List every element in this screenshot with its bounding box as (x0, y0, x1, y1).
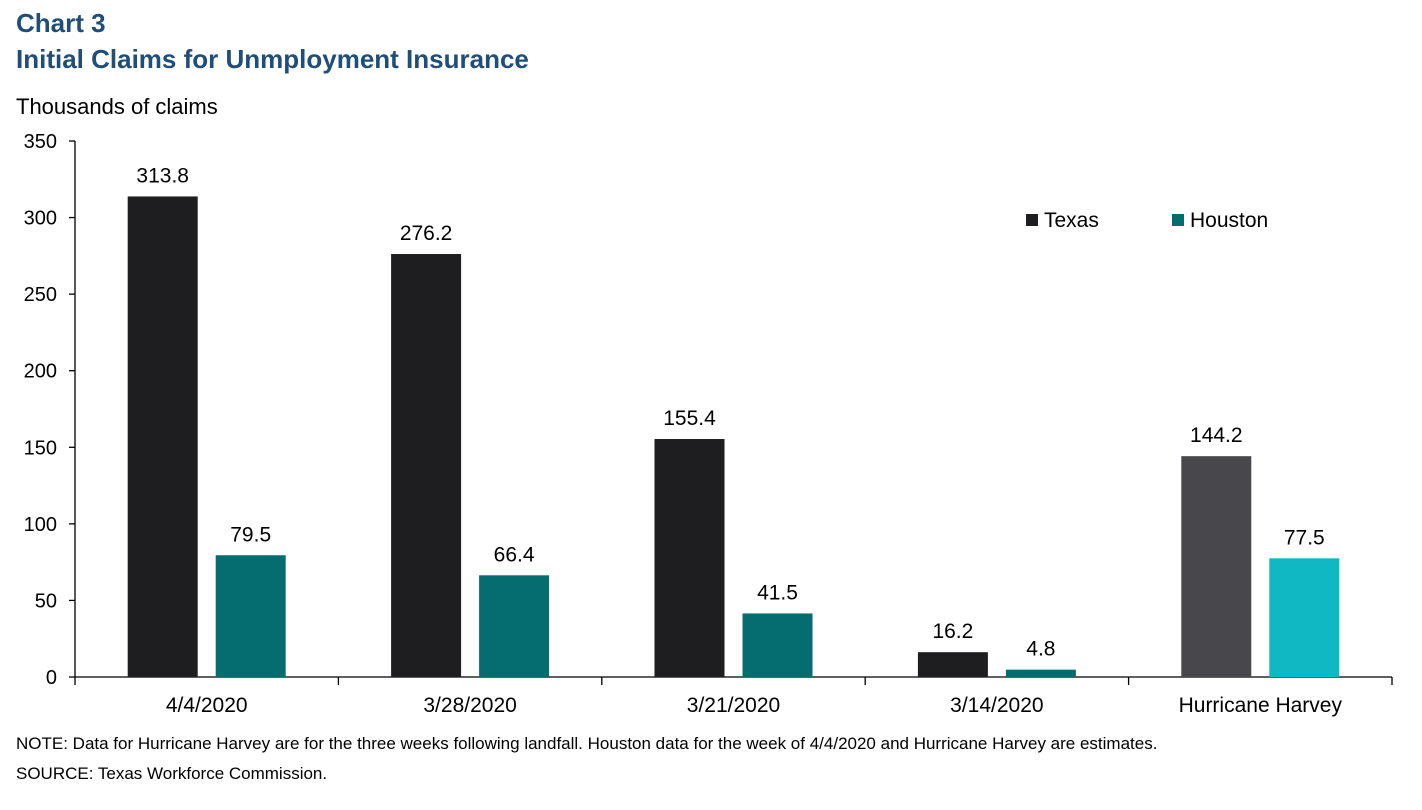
chart-number: Chart 3 (16, 8, 106, 38)
data-label-houston: 66.4 (494, 543, 535, 566)
data-label-houston: 77.5 (1284, 526, 1325, 549)
y-tick-label: 250 (24, 284, 57, 306)
bar-houston (742, 613, 813, 677)
x-category-label: 3/21/2020 (687, 694, 780, 717)
legend-swatch-texas (1026, 214, 1038, 226)
data-label-texas: 313.8 (136, 164, 189, 187)
y-tick-label: 0 (46, 667, 57, 689)
bar-texas (127, 196, 198, 677)
x-category-label: 3/28/2020 (423, 694, 516, 717)
bar-chart: 0 50 100 150 200 250 300 350 4/4/2020 313.8 79.5 3/… (24, 131, 1393, 717)
data-label-texas: 16.2 (932, 620, 973, 643)
legend-label-houston: Houston (1190, 209, 1268, 232)
y-tick-label: 200 (24, 361, 57, 383)
bar-texas (1181, 456, 1252, 677)
bar-texas (391, 254, 462, 678)
bar-houston (215, 555, 286, 677)
y-axis-unit-label: Thousands of claims (16, 94, 218, 119)
y-tick-label: 50 (35, 590, 57, 612)
legend-swatch-houston (1172, 214, 1184, 226)
data-label-texas: 155.4 (663, 407, 716, 430)
bar-houston (1269, 558, 1340, 677)
data-label-houston: 41.5 (757, 581, 798, 604)
data-label-texas: 144.2 (1190, 424, 1243, 447)
y-tick-label: 350 (24, 131, 57, 153)
bar-texas (654, 439, 725, 677)
bar-texas (917, 652, 988, 677)
footnote-note: NOTE: Data for Hurricane Harvey are for … (16, 734, 1158, 753)
chart-title: Initial Claims for Unmployment Insurance (16, 44, 529, 74)
y-tick-label: 300 (24, 208, 57, 230)
legend-label-texas: Texas (1044, 209, 1099, 232)
data-label-houston: 79.5 (230, 523, 271, 546)
data-label-houston: 4.8 (1026, 638, 1055, 661)
x-category-label: 4/4/2020 (166, 694, 248, 717)
bar-houston (1005, 669, 1076, 677)
y-tick-label: 150 (24, 437, 57, 459)
x-category-label: Hurricane Harvey (1179, 694, 1343, 717)
data-label-texas: 276.2 (400, 222, 453, 245)
footnote-source: SOURCE: Texas Workforce Commission. (16, 764, 328, 783)
x-category-label: 3/14/2020 (950, 694, 1043, 717)
y-tick-label: 100 (24, 514, 57, 536)
bar-houston (479, 575, 550, 677)
